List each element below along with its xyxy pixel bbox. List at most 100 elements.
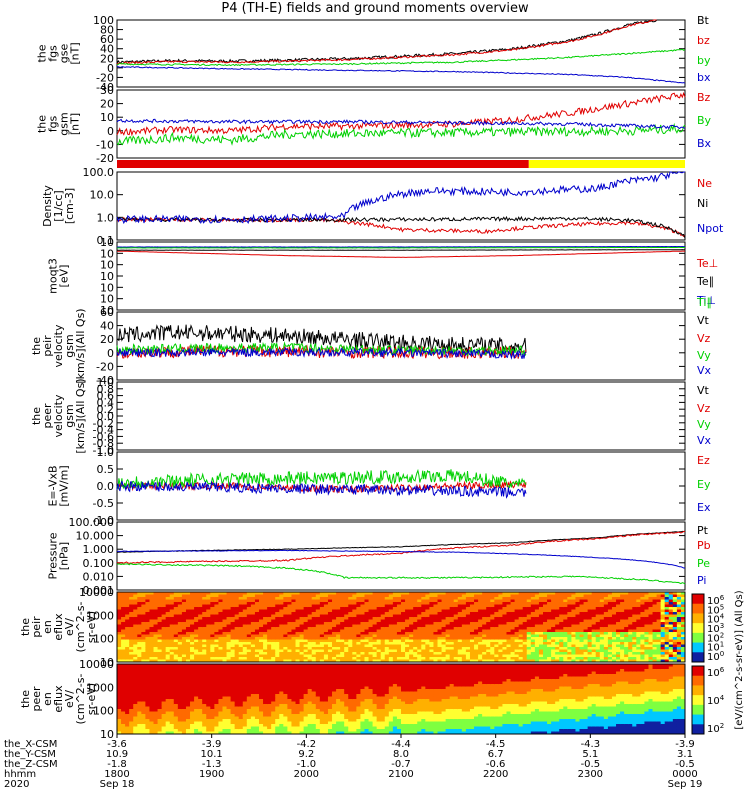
y-tick-label: 0.8 [97,383,115,396]
series-Ey [116,468,527,490]
legend-Te∥: Te∥ [696,275,714,288]
panel-frame [116,19,686,88]
y-tick-label: 0.100 [83,557,115,570]
legend-Te⊥: Te⊥ [696,257,718,270]
y-axis-label: [nT] [69,113,82,135]
y-tick-label: -40 [96,81,114,94]
series-bz [116,19,657,65]
panel-mode [117,160,685,168]
y-tick-label: 10 [100,293,114,306]
y-axis-label: gsm [63,334,76,357]
y-axis-label: peer [41,403,54,429]
heatmap-cells [117,664,686,735]
series-Ni [116,215,686,239]
panel-frame [116,381,686,451]
legend-Pi: Pi [697,574,706,587]
panel-density: 100.0 10.0 1.0 0.1 Density[1/cc][cm-3] Ne Ni Np… [41,166,724,247]
year-label: 2020 [4,779,29,790]
legend-Bz: Bz [697,91,711,104]
series-Pe [116,563,686,585]
series-Vx [116,346,527,360]
legend-Vz: Vz [697,402,711,415]
y-axis-label: [nPa] [58,542,71,570]
y-tick-label: 10 [100,728,114,741]
legend-Ni: Ni [697,197,708,210]
xaxis-value: 10.1 [201,749,223,760]
panel-frame [116,521,686,591]
legend-Vt: Vt [697,384,710,397]
y-axis-label: the [30,407,43,425]
y-tick-label: -20 [96,152,114,165]
y-tick-label: 0.010 [83,570,115,583]
xaxis-value: -3.9 [675,739,695,750]
panel-frame [116,591,686,663]
y-tick-label: 60 [100,306,114,319]
legend-Vy: Vy [697,349,711,362]
y-axis-label: [cm-3] [63,188,76,224]
y-tick-label: 10 [100,270,114,283]
legend-Bx: Bx [697,137,712,150]
y-axis-label: moqt3 [47,258,60,294]
y-tick-label: 0.5 [97,463,115,476]
legend-Vy: Vy [697,418,711,431]
legend-Vz: Vz [697,332,711,345]
y-tick-label: -20 [96,360,114,373]
panel-frame [116,171,686,241]
y-tick-label: -10 [96,138,114,151]
y-tick-label: 0 [107,62,114,75]
y-tick-label: -20 [96,71,114,84]
panel-efield: 1.0 0.5 0.0 -0.5 -1.0 E=-VxB[mV/m] Ez Ey Ex [47,446,711,527]
xaxis-value: -4.2 [297,739,317,750]
colorbar-peer: 106 104 102 [691,665,725,735]
y-tick-label: 100.0 [83,166,115,179]
y-axis-label: [km/s](All Qs) [74,308,87,383]
y-tick-label: 1.000 [83,543,115,556]
colorbar-tick: 100 [707,650,724,663]
xaxis-value: 3.1 [677,749,693,760]
y-tick-label: 30 [100,84,114,97]
y-tick-label: -0.8 [93,437,114,450]
y-axis-label: (cm^2-s- [74,674,87,725]
y-axis-label: gsm [63,404,76,427]
chart-title: P4 (TH-E) fields and ground moments over… [221,1,529,16]
series-Npot [116,171,685,225]
y-axis-label: [eV] [58,265,71,288]
y-tick-label: -0.4 [93,424,114,437]
y-tick-label: 80 [100,24,114,37]
y-tick-label: 10 [100,281,114,294]
y-axis-label: eV/ [63,690,76,708]
colorbar-frame [691,593,705,663]
colorbar-frame [691,665,705,735]
panel-peer_en_eflux: 10000 1000 100 10 thepeerenefluxeV/(cm^2-s-s… [19,658,686,741]
heatmap-cells [117,592,686,663]
y-axis-label: eflux [52,613,65,641]
y-tick-label: 0.4 [97,396,115,409]
y-tick-label: 1.0 [97,446,115,459]
y-tick-label: 0.001 [83,584,115,597]
y-tick-label: -0.6 [93,430,114,443]
y-axis-label: sr-eV) [85,611,98,643]
y-tick-label: 0.6 [97,390,115,403]
y-tick-label: 1.0 [97,211,115,224]
xaxis-value: 9.2 [298,749,314,760]
y-axis-label: eV/ [63,618,76,636]
panel-frame [116,89,686,159]
legend-Ne: Ne [697,177,712,190]
y-axis-label: [nT] [69,42,82,64]
date-end: Sep 19 [668,779,703,790]
legend-Ti∥: Ti∥ [696,296,712,309]
y-tick-label: 10 [100,259,114,272]
y-axis-label: gsm [58,112,71,135]
y-axis-label: (cm^2-s- [74,602,87,653]
series-Ti⊥ [116,245,686,248]
y-tick-label: 100.000 [69,516,115,529]
xaxis-value: 8.0 [393,749,409,760]
y-tick-label: 10 [100,247,114,260]
xaxis-value: 2000 [294,769,319,780]
xaxis-value: -1.0 [297,759,317,770]
legend-bz: bz [697,34,710,47]
xaxis-value: -1.8 [107,759,127,770]
